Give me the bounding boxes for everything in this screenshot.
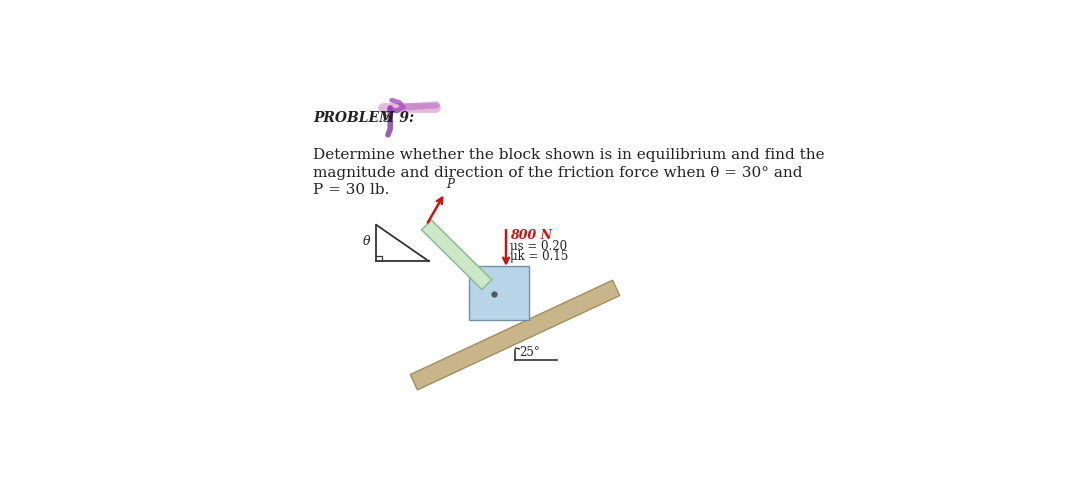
Polygon shape	[410, 280, 620, 390]
Text: magnitude and direction of the friction force when θ = 30° and: magnitude and direction of the friction …	[313, 166, 802, 180]
Polygon shape	[421, 220, 491, 290]
Text: μk = 0.15: μk = 0.15	[510, 250, 568, 263]
Text: P = 30 lb.: P = 30 lb.	[313, 183, 390, 198]
Text: 800 N: 800 N	[510, 229, 552, 242]
Text: 5: 5	[382, 111, 391, 125]
Text: Determine whether the block shown is in equilibrium and find the: Determine whether the block shown is in …	[313, 148, 825, 162]
Text: P: P	[446, 178, 455, 192]
Text: θ: θ	[363, 236, 370, 248]
Text: μs = 0.20: μs = 0.20	[510, 240, 567, 252]
Text: 25°: 25°	[519, 346, 540, 359]
Bar	[469, 266, 529, 320]
Text: PROBLEM 9:: PROBLEM 9:	[313, 111, 415, 125]
